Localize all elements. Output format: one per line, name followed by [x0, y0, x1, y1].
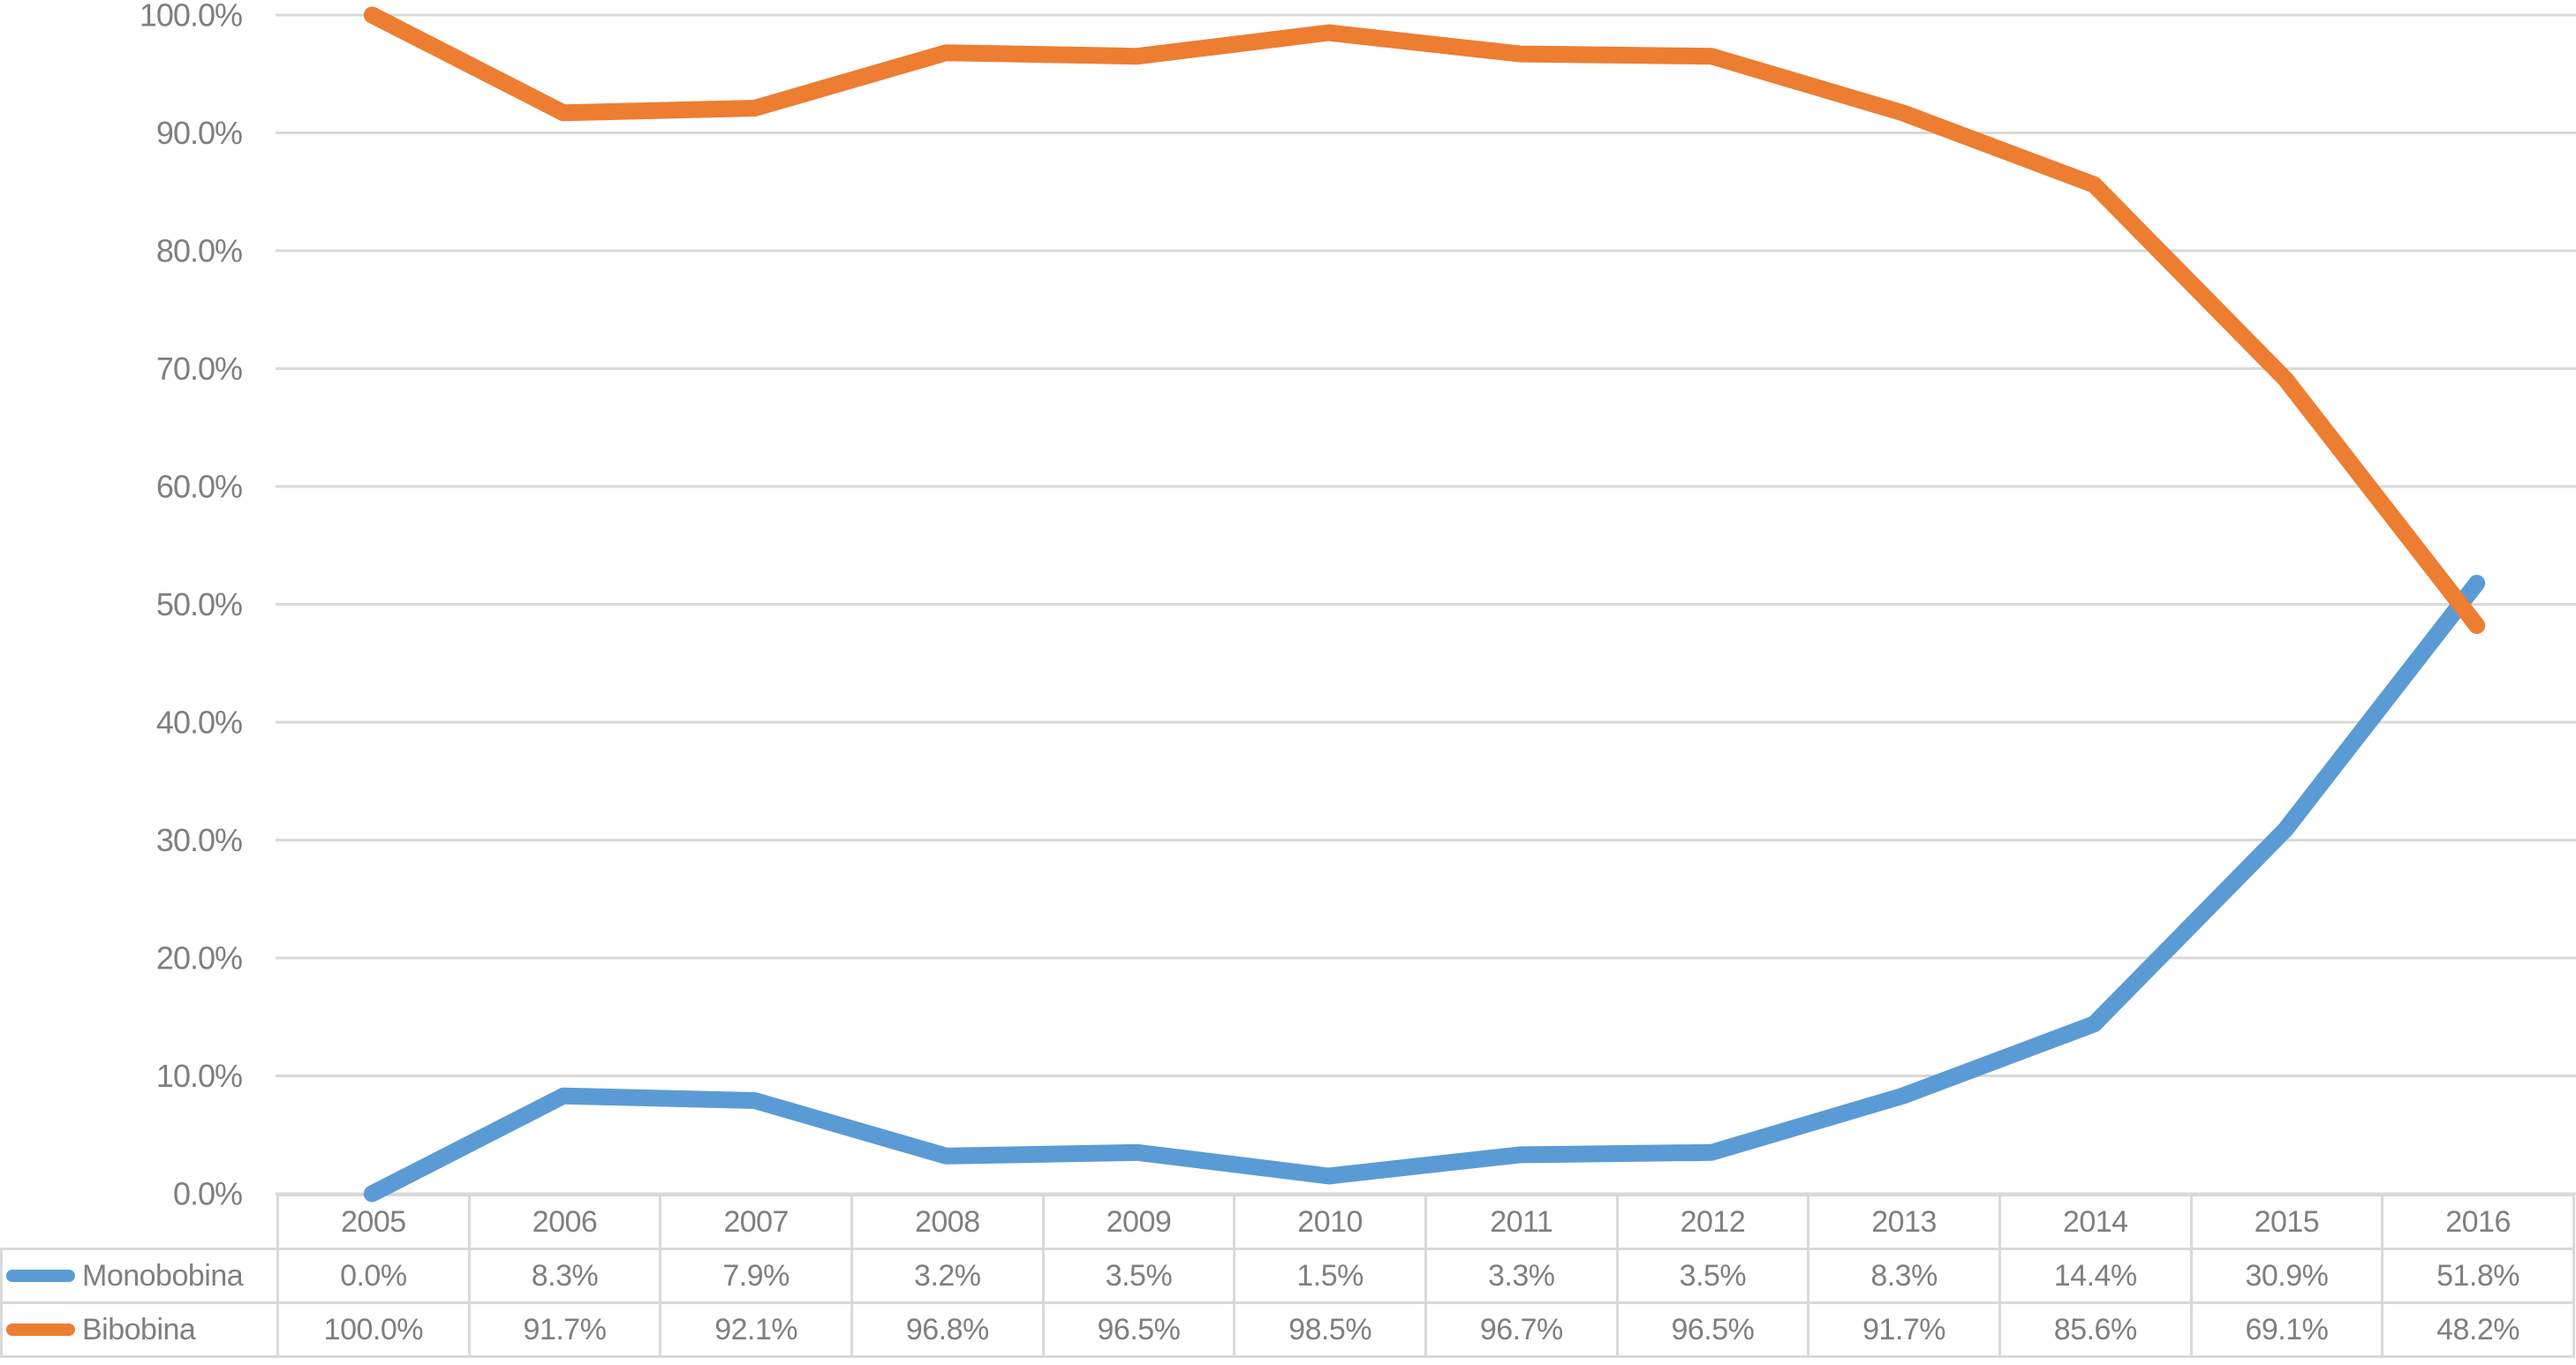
column-header-2011: 2011	[1424, 1194, 1619, 1250]
y-axis-tick-label: 70.0%	[156, 351, 242, 387]
column-header-2008: 2008	[850, 1194, 1045, 1250]
value-cell-bibobina-2005: 100.0%	[276, 1301, 471, 1358]
value-cell-monobobina-2014: 14.4%	[1998, 1248, 2193, 1304]
table-corner-cell	[1, 1195, 279, 1250]
legend-key-bibobina	[6, 1324, 75, 1336]
value-cell-bibobina-2012: 96.5%	[1615, 1301, 1810, 1358]
y-axis-tick-label: 60.0%	[156, 469, 242, 505]
value-cell-monobobina-2016: 51.8%	[2381, 1248, 2575, 1304]
column-header-2015: 2015	[2189, 1194, 2384, 1250]
table-row-monobobina: Monobobina 0.0% 8.3% 7.9% 3.2% 3.5% 1.5% 3.3% 3.…	[0, 1248, 2575, 1304]
series-line-monobobina[interactable]	[363, 575, 2486, 1203]
column-header-2009: 2009	[1041, 1194, 1236, 1250]
value-cell-bibobina-2016: 48.2%	[2381, 1301, 2575, 1358]
column-header-2014: 2014	[1998, 1194, 2193, 1250]
column-header-2012: 2012	[1615, 1194, 1810, 1250]
value-cell-monobobina-2006: 8.3%	[467, 1248, 662, 1304]
value-cell-monobobina-2010: 1.5%	[1233, 1248, 1427, 1304]
y-axis-tick-label: 10.0%	[156, 1058, 242, 1094]
value-cell-monobobina-2015: 30.9%	[2189, 1248, 2384, 1304]
value-cell-bibobina-2008: 96.8%	[850, 1301, 1045, 1358]
value-cell-bibobina-2014: 85.6%	[1998, 1301, 2193, 1358]
value-cell-bibobina-2013: 91.7%	[1807, 1301, 2001, 1358]
column-header-2010: 2010	[1233, 1194, 1427, 1250]
table-row-bibobina: Bibobina 100.0% 91.7% 92.1% 96.8% 96.5% 98.5% 9…	[0, 1301, 2575, 1358]
series-name: Bibobina	[82, 1312, 196, 1346]
y-axis-tick-label: 30.0%	[156, 822, 242, 858]
y-axis-tick-label: 50.0%	[156, 586, 242, 622]
series-name: Monobobina	[82, 1258, 244, 1293]
y-axis-tick-label: 90.0%	[156, 115, 242, 151]
column-header-2005: 2005	[276, 1194, 471, 1250]
value-cell-bibobina-2009: 96.5%	[1041, 1301, 1236, 1358]
chart-data-table: 2005 2006 2007 2008 2009 2010 2011 2012 2013 2014…	[0, 1194, 2575, 1358]
series-line-bibobina[interactable]	[363, 6, 2486, 634]
y-axis-tick-label: 40.0%	[156, 705, 242, 741]
value-cell-monobobina-2009: 3.5%	[1041, 1248, 1236, 1304]
value-cell-monobobina-2013: 8.3%	[1807, 1248, 2001, 1304]
value-cell-bibobina-2006: 91.7%	[467, 1301, 662, 1358]
value-cell-bibobina-2015: 69.1%	[2189, 1301, 2384, 1358]
value-cell-monobobina-2007: 7.9%	[659, 1248, 853, 1304]
series-label-cell-bibobina: Bibobina	[0, 1301, 279, 1358]
value-cell-bibobina-2010: 98.5%	[1233, 1301, 1427, 1358]
series-label-cell-monobobina: Monobobina	[0, 1248, 279, 1304]
column-header-2007: 2007	[659, 1194, 853, 1250]
column-header-2006: 2006	[467, 1194, 662, 1250]
value-cell-monobobina-2008: 3.2%	[850, 1248, 1045, 1304]
value-cell-monobobina-2011: 3.3%	[1424, 1248, 1619, 1304]
value-cell-bibobina-2007: 92.1%	[659, 1301, 853, 1358]
y-axis-tick-label: 80.0%	[156, 233, 242, 269]
value-cell-monobobina-2005: 0.0%	[276, 1248, 471, 1304]
value-cell-bibobina-2011: 96.7%	[1424, 1301, 1619, 1358]
y-axis-tick-label: 20.0%	[156, 940, 242, 977]
column-header-2016: 2016	[2381, 1194, 2575, 1250]
legend-key-monobobina	[6, 1270, 75, 1282]
column-header-2013: 2013	[1807, 1194, 2001, 1250]
y-axis-tick-label: 100.0%	[140, 0, 242, 34]
table-header-row: 2005 2006 2007 2008 2009 2010 2011 2012 2013 2014…	[1, 1194, 2575, 1250]
value-cell-monobobina-2012: 3.5%	[1615, 1248, 1810, 1304]
